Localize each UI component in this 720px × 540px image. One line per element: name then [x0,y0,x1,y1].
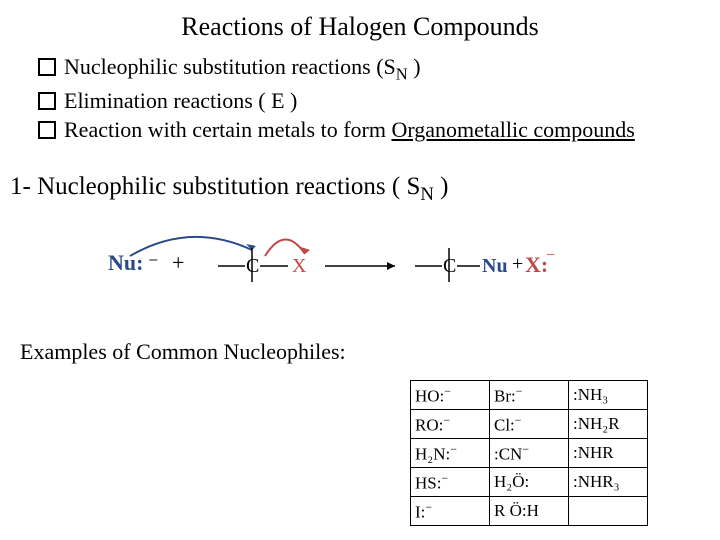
arrow-arc-2 [265,240,305,257]
neg-2: − [546,247,555,264]
cell: HO:− [411,381,490,410]
bullet-3: Reaction with certain metals to form Org… [38,115,720,145]
sec1-post: ) [434,173,449,200]
plus-1: + [172,250,184,275]
reaction-scheme: Nu: ⁻ + C X C Nu + X: − [100,226,720,301]
x-1: X [292,255,307,277]
cell: :NH₂R [569,410,648,439]
neg-sup-1: ⁻ [148,253,159,275]
cell: :NHR₃ [569,468,648,497]
bullet-1-text: Nucleophilic substitution reactions (SN … [64,52,421,86]
c-1: C [246,255,259,277]
b3-link: Organometallic compounds [391,117,634,142]
cell: R Ö:H [490,497,569,526]
table-row: I:− R Ö:H [411,497,648,526]
table-row: HS:− H₂Ö: :NHR₃ [411,468,648,497]
b1-pre: Nucleophilic substitution reactions (S [64,54,396,79]
cell: :CN− [490,439,569,468]
examples-label: Examples of Common Nucleophiles: [20,339,720,365]
sec1-sub: N [420,184,434,205]
cell: Br:− [490,381,569,410]
bullet-3-text: Reaction with certain metals to form Org… [64,115,635,145]
table-row: H₂N:− :CN− :NHR [411,439,648,468]
cell: H₂N:− [411,439,490,468]
x-leave: X: [525,252,548,277]
cell: Cl:− [490,410,569,439]
b1-sub: N [396,64,408,83]
nu-label: Nu: [108,250,143,275]
section-1-heading: 1- Nucleophilic substitution reactions (… [10,173,720,206]
bullet-list: Nucleophilic substitution reactions (SN … [38,52,720,145]
sec1-pre: 1- Nucleophilic substitution reactions (… [10,173,420,200]
bullet-2-text: Elimination reactions ( E ) [64,86,297,116]
table-row: HO:− Br:− :NH₃ [411,381,648,410]
cell: HS:− [411,468,490,497]
bullet-2: Elimination reactions ( E ) [38,86,720,116]
cell: H₂Ö: [490,468,569,497]
bullet-1: Nucleophilic substitution reactions (SN … [38,52,720,86]
reaction-svg: Nu: ⁻ + C X C Nu + X: − [100,226,560,296]
square-bullet-icon [38,58,56,76]
plus-2: + [512,253,523,275]
square-bullet-icon [38,92,56,110]
cell: :NHR [569,439,648,468]
c-2: C [443,255,456,277]
square-bullet-icon [38,121,56,139]
page-title: Reactions of Halogen Compounds [0,0,720,52]
b1-post: ) [408,54,421,79]
nucleophile-table: HO:− Br:− :NH₃ RO:− Cl:− :NH₂R H₂N:− :CN… [410,380,648,526]
cell: :NH₃ [569,381,648,410]
cell [569,497,648,526]
table-row: RO:− Cl:− :NH₂R [411,410,648,439]
cell: I:− [411,497,490,526]
cell: RO:− [411,410,490,439]
b3-pre: Reaction with certain metals to form [64,117,391,142]
nu-2: Nu [482,255,508,277]
